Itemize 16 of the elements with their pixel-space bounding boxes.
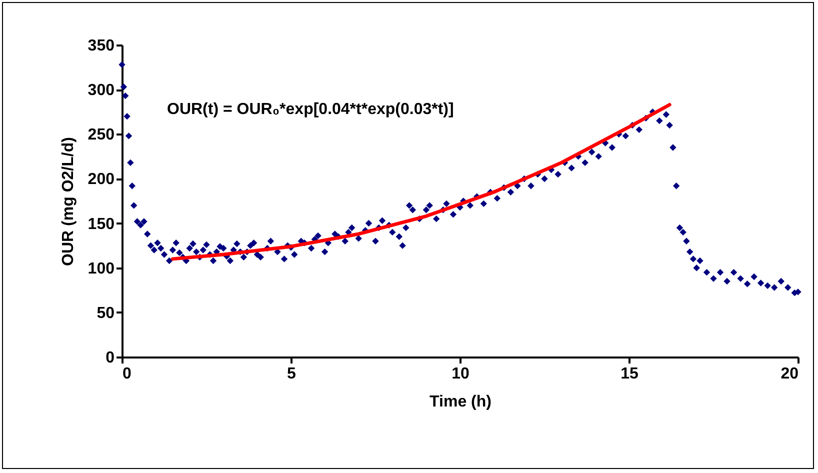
x-tick-label: 5 bbox=[287, 366, 296, 382]
y-axis-title: OUR (mg O2/L/d) bbox=[60, 137, 77, 266]
y-tick-label: 100 bbox=[88, 260, 115, 278]
x-tick-label: 15 bbox=[620, 366, 638, 382]
x-tick-label: 0 bbox=[122, 366, 132, 382]
y-tick-label: 200 bbox=[88, 171, 115, 188]
y-tick-label: 250 bbox=[88, 126, 115, 144]
y-tick-label: 150 bbox=[88, 216, 115, 233]
y-tick-label: 350 bbox=[88, 38, 115, 54]
x-axis-title: Time (h) bbox=[430, 394, 492, 410]
x-tick-label: 20 bbox=[780, 366, 799, 382]
x-tick-label: 10 bbox=[452, 366, 470, 382]
annotation: OUR(t) = OUR₀*exp[0.04*t*exp(0.03*t)] bbox=[167, 101, 454, 118]
y-tick-label: 50 bbox=[96, 304, 115, 322]
y-tick-label: 0 bbox=[106, 350, 115, 366]
y-tick-label: 300 bbox=[88, 82, 115, 100]
